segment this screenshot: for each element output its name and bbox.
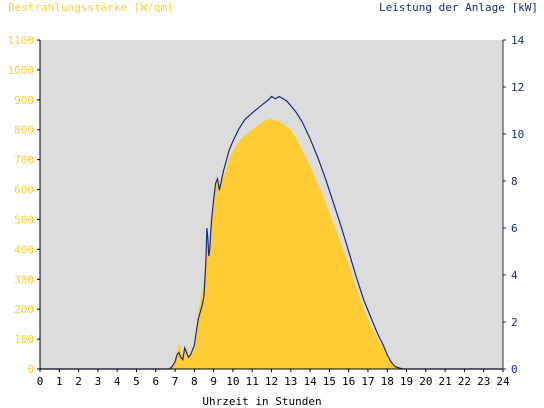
x-tick-label: 8 (191, 375, 198, 388)
x-tick-label: 18 (381, 375, 394, 388)
right-y-tick-label: 12 (511, 81, 524, 94)
x-tick-label: 23 (477, 375, 490, 388)
series-layer (40, 95, 503, 370)
right-y-tick-label: 6 (511, 222, 518, 235)
left-y-tick-label: 1100 (8, 34, 35, 47)
x-tick-label: 13 (284, 375, 297, 388)
x-tick-group: 0 1 2 3 4 5 6 7 8 9 10 11 12 13 14 15 16 17 18 19 20 21 22 23 24 (37, 369, 510, 388)
left-y-tick-label: 500 (14, 213, 34, 226)
x-tick-label: 22 (458, 375, 471, 388)
right-y-tick-label: 14 (511, 34, 525, 47)
x-tick-label: 12 (265, 375, 278, 388)
x-tick-label: 14 (303, 375, 317, 388)
right-y-tick-label: 10 (511, 128, 524, 141)
x-tick-label: 17 (361, 375, 374, 388)
left-y-tick-label: 0 (27, 363, 34, 376)
right-y-tick-label: 0 (511, 363, 518, 376)
left-y-tick-label: 700 (14, 154, 34, 167)
left-axis-title: Bestrahlungsstärke [W/qm] (8, 1, 174, 14)
left-y-tick-label: 300 (14, 273, 34, 286)
irradiance-area (40, 119, 503, 369)
x-tick-label: 15 (323, 375, 336, 388)
right-axis-title: Leistung der Anlage [kW] (379, 1, 538, 14)
x-tick-label: 10 (226, 375, 239, 388)
x-tick-label: 5 (133, 375, 140, 388)
left-y-tick-label: 800 (14, 124, 34, 137)
x-tick-label: 24 (496, 375, 510, 388)
x-tick-label: 6 (152, 375, 159, 388)
x-tick-label: 2 (75, 375, 82, 388)
right-y-tick-label: 2 (511, 316, 518, 329)
x-tick-label: 19 (400, 375, 413, 388)
x-tick-label: 20 (419, 375, 432, 388)
x-tick-label: 3 (95, 375, 102, 388)
right-y-tick-label: 8 (511, 175, 518, 188)
power-line (40, 95, 503, 370)
left-y-tick-label: 600 (14, 184, 34, 197)
left-y-tick-label: 400 (14, 243, 34, 256)
left-y-tick-group: 0 100 200 300 400 500 600 700 800 900 1000 1100 (8, 34, 40, 376)
right-y-tick-group: 0 2 4 6 8 10 12 14 (503, 34, 525, 376)
x-tick-label: 1 (56, 375, 63, 388)
left-y-tick-label: 100 (14, 333, 34, 346)
left-y-tick-label: 1000 (8, 64, 35, 77)
x-tick-label: 0 (37, 375, 44, 388)
x-tick-label: 11 (246, 375, 259, 388)
x-tick-label: 9 (210, 375, 217, 388)
right-y-tick-label: 4 (511, 269, 518, 282)
left-y-tick-label: 900 (14, 94, 34, 107)
x-axis-title: Uhrzeit in Stunden (202, 395, 321, 408)
x-tick-label: 16 (342, 375, 355, 388)
left-y-tick-label: 200 (14, 303, 34, 316)
x-tick-label: 7 (172, 375, 179, 388)
x-tick-label: 21 (439, 375, 452, 388)
x-tick-label: 4 (114, 375, 121, 388)
